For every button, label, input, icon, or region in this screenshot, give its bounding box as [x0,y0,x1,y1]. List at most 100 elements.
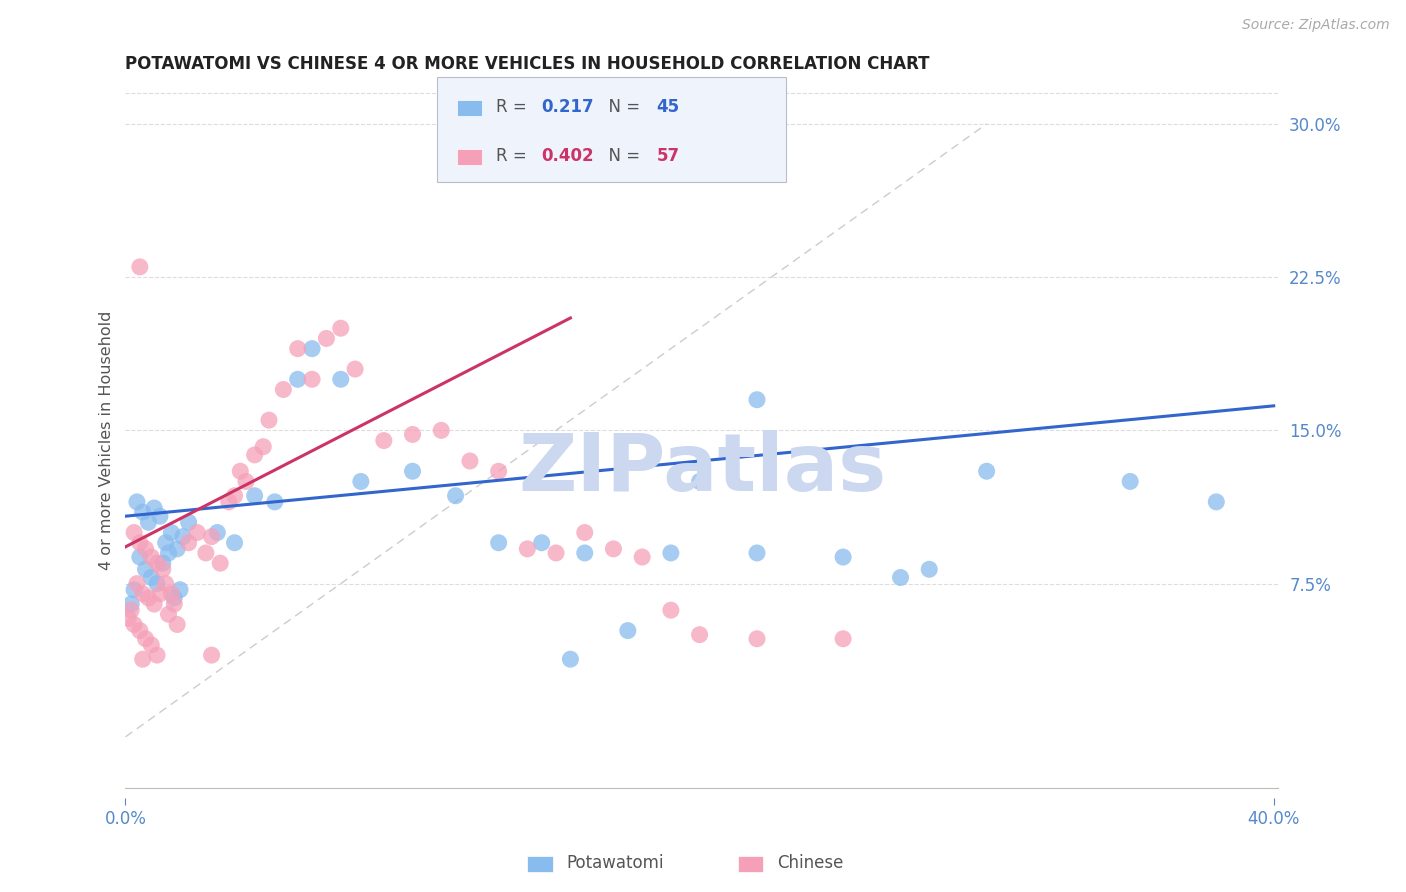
Text: Chinese: Chinese [778,855,844,872]
Point [273,383,295,397]
Point [315,331,337,345]
Point [631,549,654,564]
Point [160,525,183,540]
Point [401,427,423,442]
Point [488,464,510,478]
Point [177,535,200,549]
Text: N =: N = [598,98,645,116]
Text: 45: 45 [657,98,679,116]
Point [301,342,323,356]
Point [194,546,217,560]
Point [177,516,200,530]
Point [138,516,160,530]
Point [200,530,222,544]
Point [745,632,768,646]
Point [163,591,186,605]
Point [516,541,538,556]
Point [157,607,180,622]
Point [1205,495,1227,509]
Point [1119,475,1142,489]
Text: R =: R = [496,98,533,116]
Point [209,556,232,570]
Text: Potawatomi: Potawatomi [567,855,664,872]
Point [659,546,682,560]
Point [918,562,941,576]
Point [344,362,367,376]
Point [659,603,682,617]
Point [574,546,596,560]
Text: ZIPatlas: ZIPatlas [519,430,887,508]
Point [329,321,352,335]
Point [120,597,142,611]
Point [125,576,148,591]
Y-axis label: 4 or more Vehicles in Household: 4 or more Vehicles in Household [100,311,114,570]
Point [149,509,172,524]
Point [224,535,246,549]
Text: POTAWATOMI VS CHINESE 4 OR MORE VEHICLES IN HOUSEHOLD CORRELATION CHART: POTAWATOMI VS CHINESE 4 OR MORE VEHICLES… [125,55,929,73]
Point [745,546,768,560]
Point [128,549,150,564]
Point [143,597,166,611]
Point [131,505,153,519]
Point [287,372,309,386]
Point [689,628,711,642]
Point [131,652,153,666]
Point [976,464,998,478]
Point [200,648,222,662]
Point [125,495,148,509]
Point [689,475,711,489]
Point [224,489,246,503]
Point [135,562,157,576]
Point [152,562,174,576]
Point [141,549,163,564]
Point [120,603,142,617]
Point [544,546,567,560]
Point [172,530,194,544]
Point [128,624,150,638]
Point [263,495,285,509]
Point [149,587,172,601]
Point [186,525,208,540]
Point [207,525,229,540]
Point [155,576,177,591]
Point [166,541,188,556]
Point [444,489,467,503]
Point [157,546,180,560]
Point [488,535,510,549]
Point [350,475,373,489]
Point [574,525,596,540]
Text: 0.217: 0.217 [541,98,593,116]
Point [560,652,582,666]
Text: N =: N = [598,147,645,165]
Point [745,392,768,407]
Point [122,582,145,597]
Point [229,464,252,478]
Point [143,501,166,516]
Point [329,372,352,386]
Point [401,464,423,478]
Point [131,587,153,601]
Point [373,434,395,448]
Text: Source: ZipAtlas.com: Source: ZipAtlas.com [1241,18,1389,32]
Point [257,413,280,427]
Point [146,648,169,662]
Point [135,632,157,646]
Point [155,535,177,549]
Point [617,624,640,638]
Point [128,260,150,274]
Text: 57: 57 [657,147,679,165]
Point [128,535,150,549]
Text: 0.402: 0.402 [541,147,593,165]
Point [141,638,163,652]
Point [218,495,240,509]
Point [146,556,169,570]
Point [122,617,145,632]
Point [166,617,188,632]
Point [135,541,157,556]
Point [169,582,191,597]
Point [832,632,855,646]
Point [430,423,453,437]
Point [152,556,174,570]
Point [243,448,266,462]
Point [122,525,145,540]
